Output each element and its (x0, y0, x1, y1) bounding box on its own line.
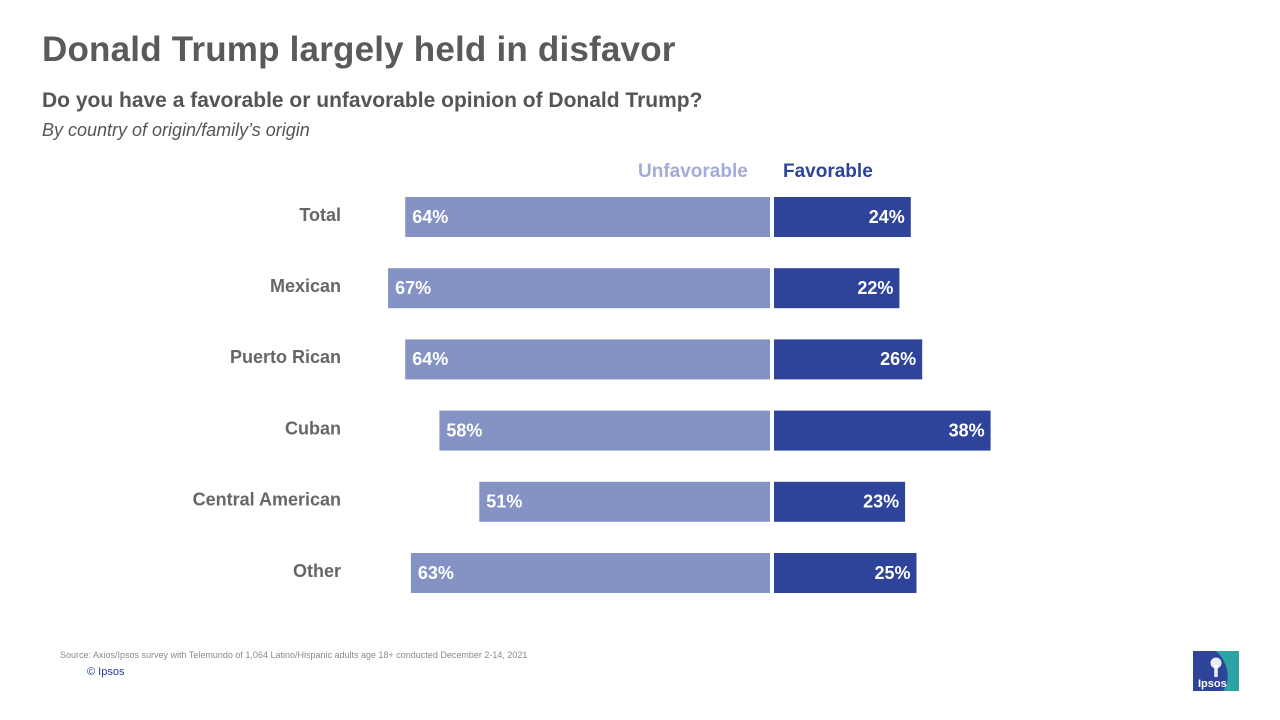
chart-subtitle: By country of origin/family’s origin (42, 120, 310, 140)
data-label-unfavorable: 63% (418, 563, 454, 583)
bar-favorable (774, 268, 900, 309)
bar-unfavorable (439, 410, 770, 451)
chart-question: Do you have a favorable or unfavorable o… (42, 89, 703, 112)
category-label: Cuban (285, 418, 341, 438)
data-label-favorable: 26% (880, 349, 916, 369)
bar-favorable (774, 553, 917, 593)
legend-unfavorable: Unfavorable (638, 161, 748, 182)
bar-favorable (774, 410, 991, 451)
page-title: Donald Trump largely held in disfavor (42, 30, 676, 69)
data-label-favorable: 22% (857, 278, 893, 298)
data-label-unfavorable: 51% (486, 492, 522, 512)
source-note: Source: Axios/Ipsos survey with Telemund… (60, 650, 528, 660)
bar-favorable (774, 481, 906, 522)
ipsos-logo-icon: Ipsos (1193, 651, 1239, 691)
category-label: Mexican (270, 276, 341, 296)
bar-unfavorable (388, 268, 770, 309)
bar-unfavorable (405, 339, 770, 380)
data-label-favorable: 23% (863, 492, 899, 512)
bar-unfavorable (405, 197, 770, 237)
logo-text: Ipsos (1198, 678, 1227, 690)
data-label-favorable: 24% (869, 207, 905, 227)
legend-favorable: Favorable (783, 161, 873, 182)
bar-favorable (774, 197, 911, 237)
copyright-text: © Ipsos (87, 666, 125, 678)
bar-unfavorable (479, 481, 770, 522)
data-label-favorable: 25% (874, 563, 910, 583)
data-label-unfavorable: 64% (412, 207, 448, 227)
category-label: Central American (193, 490, 341, 510)
data-label-unfavorable: 64% (412, 349, 448, 369)
category-label: Puerto Rican (230, 347, 341, 367)
data-label-unfavorable: 67% (395, 278, 431, 298)
data-label-unfavorable: 58% (446, 420, 482, 440)
bar-unfavorable (410, 553, 770, 593)
bar-favorable (774, 339, 923, 380)
data-label-favorable: 38% (949, 420, 985, 440)
category-label: Total (299, 205, 341, 225)
category-label: Other (293, 561, 341, 581)
